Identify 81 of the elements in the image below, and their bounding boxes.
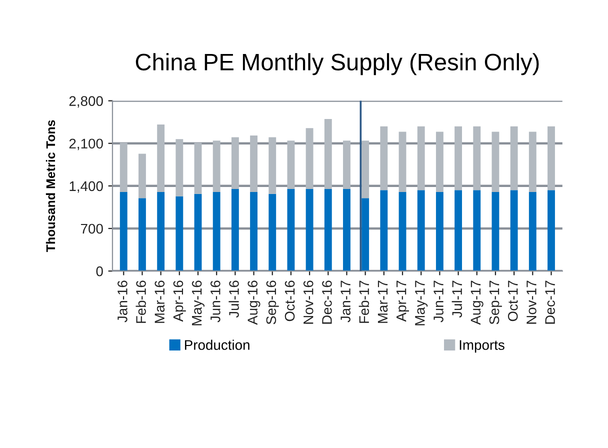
bar bbox=[398, 192, 406, 272]
x-tick-label: Jul-16 bbox=[228, 280, 239, 318]
bar bbox=[473, 190, 481, 272]
bar bbox=[250, 192, 258, 272]
bar bbox=[231, 188, 239, 272]
y-tick-label: 2,100 bbox=[69, 138, 103, 150]
x-tick-label: Mar-17 bbox=[378, 280, 388, 323]
bar bbox=[231, 137, 239, 189]
bar bbox=[120, 142, 128, 192]
bar bbox=[138, 154, 146, 198]
bar bbox=[436, 132, 444, 192]
x-tick-label: Nov-17 bbox=[526, 280, 536, 324]
bar bbox=[548, 190, 555, 272]
bar bbox=[492, 132, 500, 192]
bar bbox=[268, 137, 276, 194]
x-tick-label: Feb-16 bbox=[136, 280, 146, 323]
bar bbox=[212, 192, 220, 272]
bar bbox=[454, 190, 462, 272]
bar bbox=[343, 188, 350, 272]
x-tick-label: Jun-17 bbox=[434, 280, 444, 322]
x-tick-label: Oct-16 bbox=[284, 280, 295, 322]
legend-label: Production bbox=[185, 340, 250, 350]
bar bbox=[287, 140, 295, 189]
bar bbox=[473, 126, 481, 190]
y-tick-label: 2,800 bbox=[69, 96, 103, 108]
bar bbox=[398, 132, 406, 192]
bar bbox=[194, 194, 202, 272]
x-tick-label: Jan-17 bbox=[340, 280, 350, 322]
bar bbox=[176, 196, 184, 272]
bar bbox=[306, 188, 314, 272]
bar bbox=[287, 188, 295, 272]
x-tick-label: Jan-16 bbox=[118, 280, 128, 322]
bar bbox=[324, 119, 332, 189]
x-tick-label: Aug-17 bbox=[470, 280, 484, 325]
bar bbox=[528, 192, 536, 272]
bar bbox=[548, 126, 555, 190]
bar bbox=[176, 139, 184, 196]
bar bbox=[157, 124, 165, 192]
x-tick-label: Apr-16 bbox=[173, 280, 186, 322]
bar bbox=[268, 194, 276, 272]
bar bbox=[362, 140, 370, 198]
y-tick-label: 700 bbox=[80, 224, 103, 234]
bar bbox=[250, 135, 258, 192]
bar bbox=[380, 190, 388, 272]
x-tick-label: Jun-16 bbox=[210, 280, 220, 322]
x-tick-label: Feb-17 bbox=[358, 280, 370, 323]
bar bbox=[343, 140, 350, 189]
x-tick-label: Apr-17 bbox=[396, 280, 409, 322]
x-tick-label: May-17 bbox=[415, 280, 428, 326]
x-tick-label: Jul-17 bbox=[452, 280, 462, 318]
bar bbox=[194, 142, 202, 194]
bar bbox=[417, 126, 425, 190]
x-tick-label: Dec-16 bbox=[322, 280, 332, 324]
bar bbox=[380, 126, 388, 190]
bar bbox=[324, 188, 332, 272]
bar bbox=[454, 126, 462, 190]
x-tick-label: Sep-16 bbox=[266, 280, 279, 324]
legend-label: Imports bbox=[460, 340, 504, 353]
x-tick-label: Dec-17 bbox=[545, 280, 555, 324]
chart-title: China PE Monthly Supply (Resin Only) bbox=[136, 53, 539, 76]
y-tick-label: 1,400 bbox=[70, 181, 103, 193]
bar bbox=[138, 198, 146, 272]
x-tick-label: Oct-17 bbox=[508, 280, 518, 322]
bar bbox=[417, 190, 425, 272]
x-tick-label: May-16 bbox=[192, 280, 204, 326]
bar bbox=[492, 192, 500, 272]
bar bbox=[436, 192, 444, 272]
y-tick-label: 0 bbox=[96, 266, 103, 276]
bar bbox=[157, 192, 165, 272]
x-tick-label: Aug-16 bbox=[248, 280, 260, 325]
x-tick-label: Mar-16 bbox=[154, 280, 165, 323]
x-tick-label: Nov-16 bbox=[303, 280, 314, 324]
bar bbox=[306, 128, 314, 189]
bar bbox=[510, 126, 518, 190]
bar bbox=[120, 192, 128, 272]
bar bbox=[510, 190, 518, 272]
bar bbox=[362, 198, 370, 272]
x-tick-label: Sep-17 bbox=[489, 280, 502, 324]
y-axis-title: Thousand Metric Tons bbox=[46, 120, 56, 252]
bar bbox=[212, 140, 220, 192]
bar bbox=[528, 132, 536, 192]
